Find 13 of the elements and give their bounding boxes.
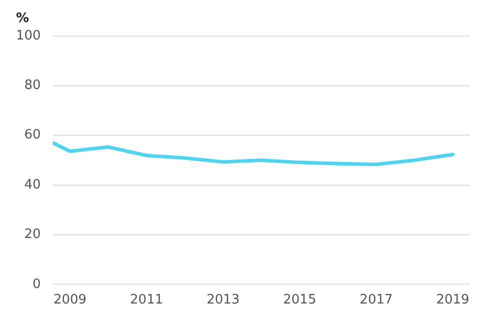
- x-tick-label: 2009: [53, 292, 87, 308]
- y-tick-label: 40: [24, 177, 41, 192]
- y-tick-label: 0: [32, 276, 41, 292]
- y-tick-label: 100: [16, 28, 41, 44]
- y-tick-label: 60: [24, 128, 41, 143]
- x-tick-label: 2011: [130, 292, 164, 308]
- x-tick-label: 2017: [360, 292, 393, 308]
- y-axis-title: %: [16, 11, 30, 26]
- y-tick-label: 20: [24, 227, 41, 242]
- x-tick-label: 2013: [206, 292, 240, 308]
- x-tick-label: 2015: [283, 292, 316, 308]
- y-tick-label: 80: [24, 78, 41, 94]
- x-tick-label: 2019: [436, 292, 470, 308]
